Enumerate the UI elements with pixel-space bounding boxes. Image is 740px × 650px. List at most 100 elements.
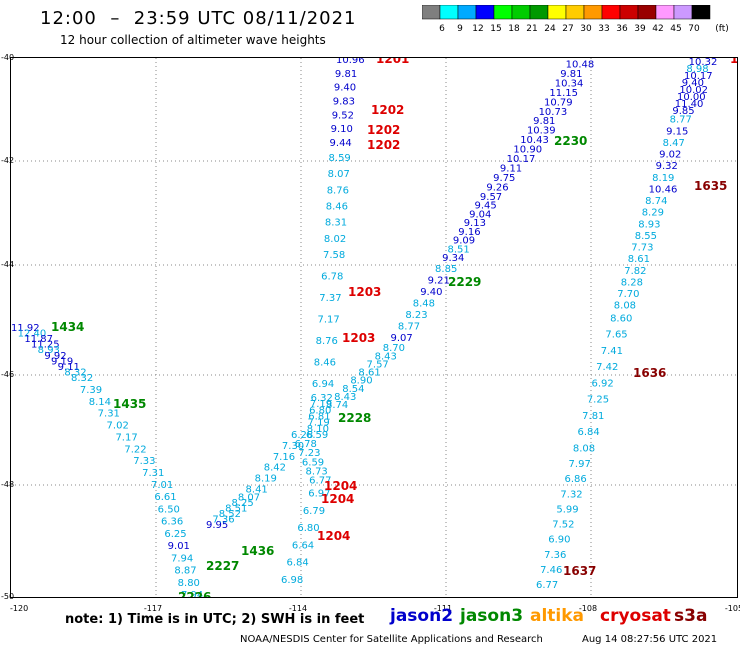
wave-height-value: 9.40 [420,287,442,298]
pass-time-label: 1202 [371,103,404,117]
wave-height-value: 7.82 [624,266,646,277]
color-swatch [422,5,441,20]
pass-time-label: 2226 [178,590,211,597]
color-scale-label: 6 [439,24,445,34]
wave-height-value: 8.74 [645,196,667,207]
color-scale-label: 9 [457,24,463,34]
color-scale-swatches [422,5,711,20]
wave-height-value: 10.17 [507,154,536,165]
wave-height-value: 6.59 [306,430,328,441]
wave-height-value: 9.13 [464,218,486,229]
wave-height-value: 8.54 [342,384,364,395]
pass-time-label: 1204 [321,492,354,506]
color-scale-label: 33 [598,24,609,34]
wave-height-value: 7.31 [98,409,120,420]
wave-height-value: 6.61 [154,492,176,503]
color-scale-label: 27 [562,24,573,34]
wave-height-value: 9.81 [533,116,555,127]
wave-height-value: 8.19 [652,173,674,184]
color-scale-labels: 6 9 12 15 18 21 24 27 30 33 36 39 42 45 70 (ft) [439,24,729,34]
wave-height-value: 9.95 [206,520,228,531]
color-scale-label: 36 [616,24,628,34]
wave-height-value: 7.52 [552,520,574,531]
wave-height-value: 8.46 [314,358,336,369]
wave-height-value: 6.90 [548,535,570,546]
wave-height-value: 9.19 [51,356,73,367]
wave-height-value: 6.78 [295,439,317,450]
wave-height-value: 7.36 [212,515,234,526]
wave-height-value: 10.48 [566,59,595,70]
wave-height-value: 10.02 [679,85,708,96]
color-scale-label: 15 [490,24,501,34]
pass-time-label: 2228 [338,411,371,425]
pass-time-label: 2229 [448,275,481,289]
wave-height-value: 7.19 [308,418,330,429]
color-swatch [583,5,603,20]
wave-height-value: 10.43 [520,135,549,146]
wave-height-value: 6.98 [281,575,303,586]
wave-height-value: 8.41 [246,485,268,496]
wave-height-value: 7.22 [124,444,146,455]
wave-height-value: 7.16 [273,452,295,463]
wave-height-value: 8.51 [225,504,247,515]
wave-height-value: 9.26 [486,182,508,193]
lat-lon-grid [11,58,737,597]
wave-height-value: 8.60 [610,313,632,324]
wave-height-value: 7.97 [569,459,591,470]
color-swatch [565,5,585,20]
wave-height-value: 7.70 [617,289,639,300]
wave-height-value: 6.50 [158,504,180,515]
lon-tick-label: -120 [10,604,28,613]
wave-height-value: 9.44 [330,138,352,149]
wave-height-value: 9.32 [656,161,678,172]
wave-height-value: 5.99 [556,504,578,515]
wave-height-value: 6.84 [286,558,308,569]
color-swatch [529,5,549,20]
edge-label: 1 [730,58,737,66]
wave-height-value: 6.80 [309,405,331,416]
wave-height-value: 6.32 [311,393,333,404]
lon-tick-label: -105 [725,604,740,613]
wave-height-value: 11.25 [31,340,60,351]
wave-height-value: 10.17 [684,71,713,82]
wave-height-value: 7.94 [181,590,203,597]
color-swatch [511,5,531,20]
color-scale-label: 24 [544,24,556,34]
wave-height-value: 8.14 [89,397,111,408]
wave-height-value: 9.92 [44,351,66,362]
wave-height-value: 10.39 [527,126,556,137]
wave-height-value: 8.87 [174,566,196,577]
wave-height-value: 8.73 [306,466,328,477]
wave-height-value: 8.07 [238,493,260,504]
wave-height-value: 7.32 [560,489,582,500]
color-scale-bar: 6 9 12 15 18 21 24 27 30 33 36 39 42 45 70 (ft) [422,5,729,34]
wave-height-value: 7.65 [605,330,627,341]
pass-time-label: 1204 [317,529,350,543]
wave-height-value: 8.32 [71,373,93,384]
wave-height-value: 8.55 [635,231,657,242]
pass-time-label: 1636 [633,366,666,380]
wave-height-value: 7.30 [282,441,304,452]
wave-height-value: 8.61 [628,254,650,265]
legend-jason2: jason2 [390,606,454,626]
color-scale-label: 18 [508,24,520,34]
wave-height-value: 8.23 [405,310,427,321]
wave-height-value: 6.78 [321,272,343,283]
pass-time-label: 1436 [241,544,274,558]
wave-height-value: 9.75 [493,173,515,184]
color-swatch [691,5,711,20]
color-swatch [673,5,693,20]
wave-height-value: 8.90 [350,376,372,387]
wave-height-value: 6.97 [308,489,330,500]
legend-s3a: s3a [674,606,708,626]
wave-height-value: 10.73 [539,107,568,118]
wave-height-value: 8.29 [642,208,664,219]
wave-height-value: 10.34 [555,78,584,89]
pass-time-label: 1203 [342,331,375,345]
pass-time-label: 1202 [367,138,400,152]
pass-time-label: 1637 [563,564,596,578]
wave-height-value: 7.73 [631,243,653,254]
wave-height-value: 6.92 [591,378,613,389]
color-swatch [601,5,621,20]
